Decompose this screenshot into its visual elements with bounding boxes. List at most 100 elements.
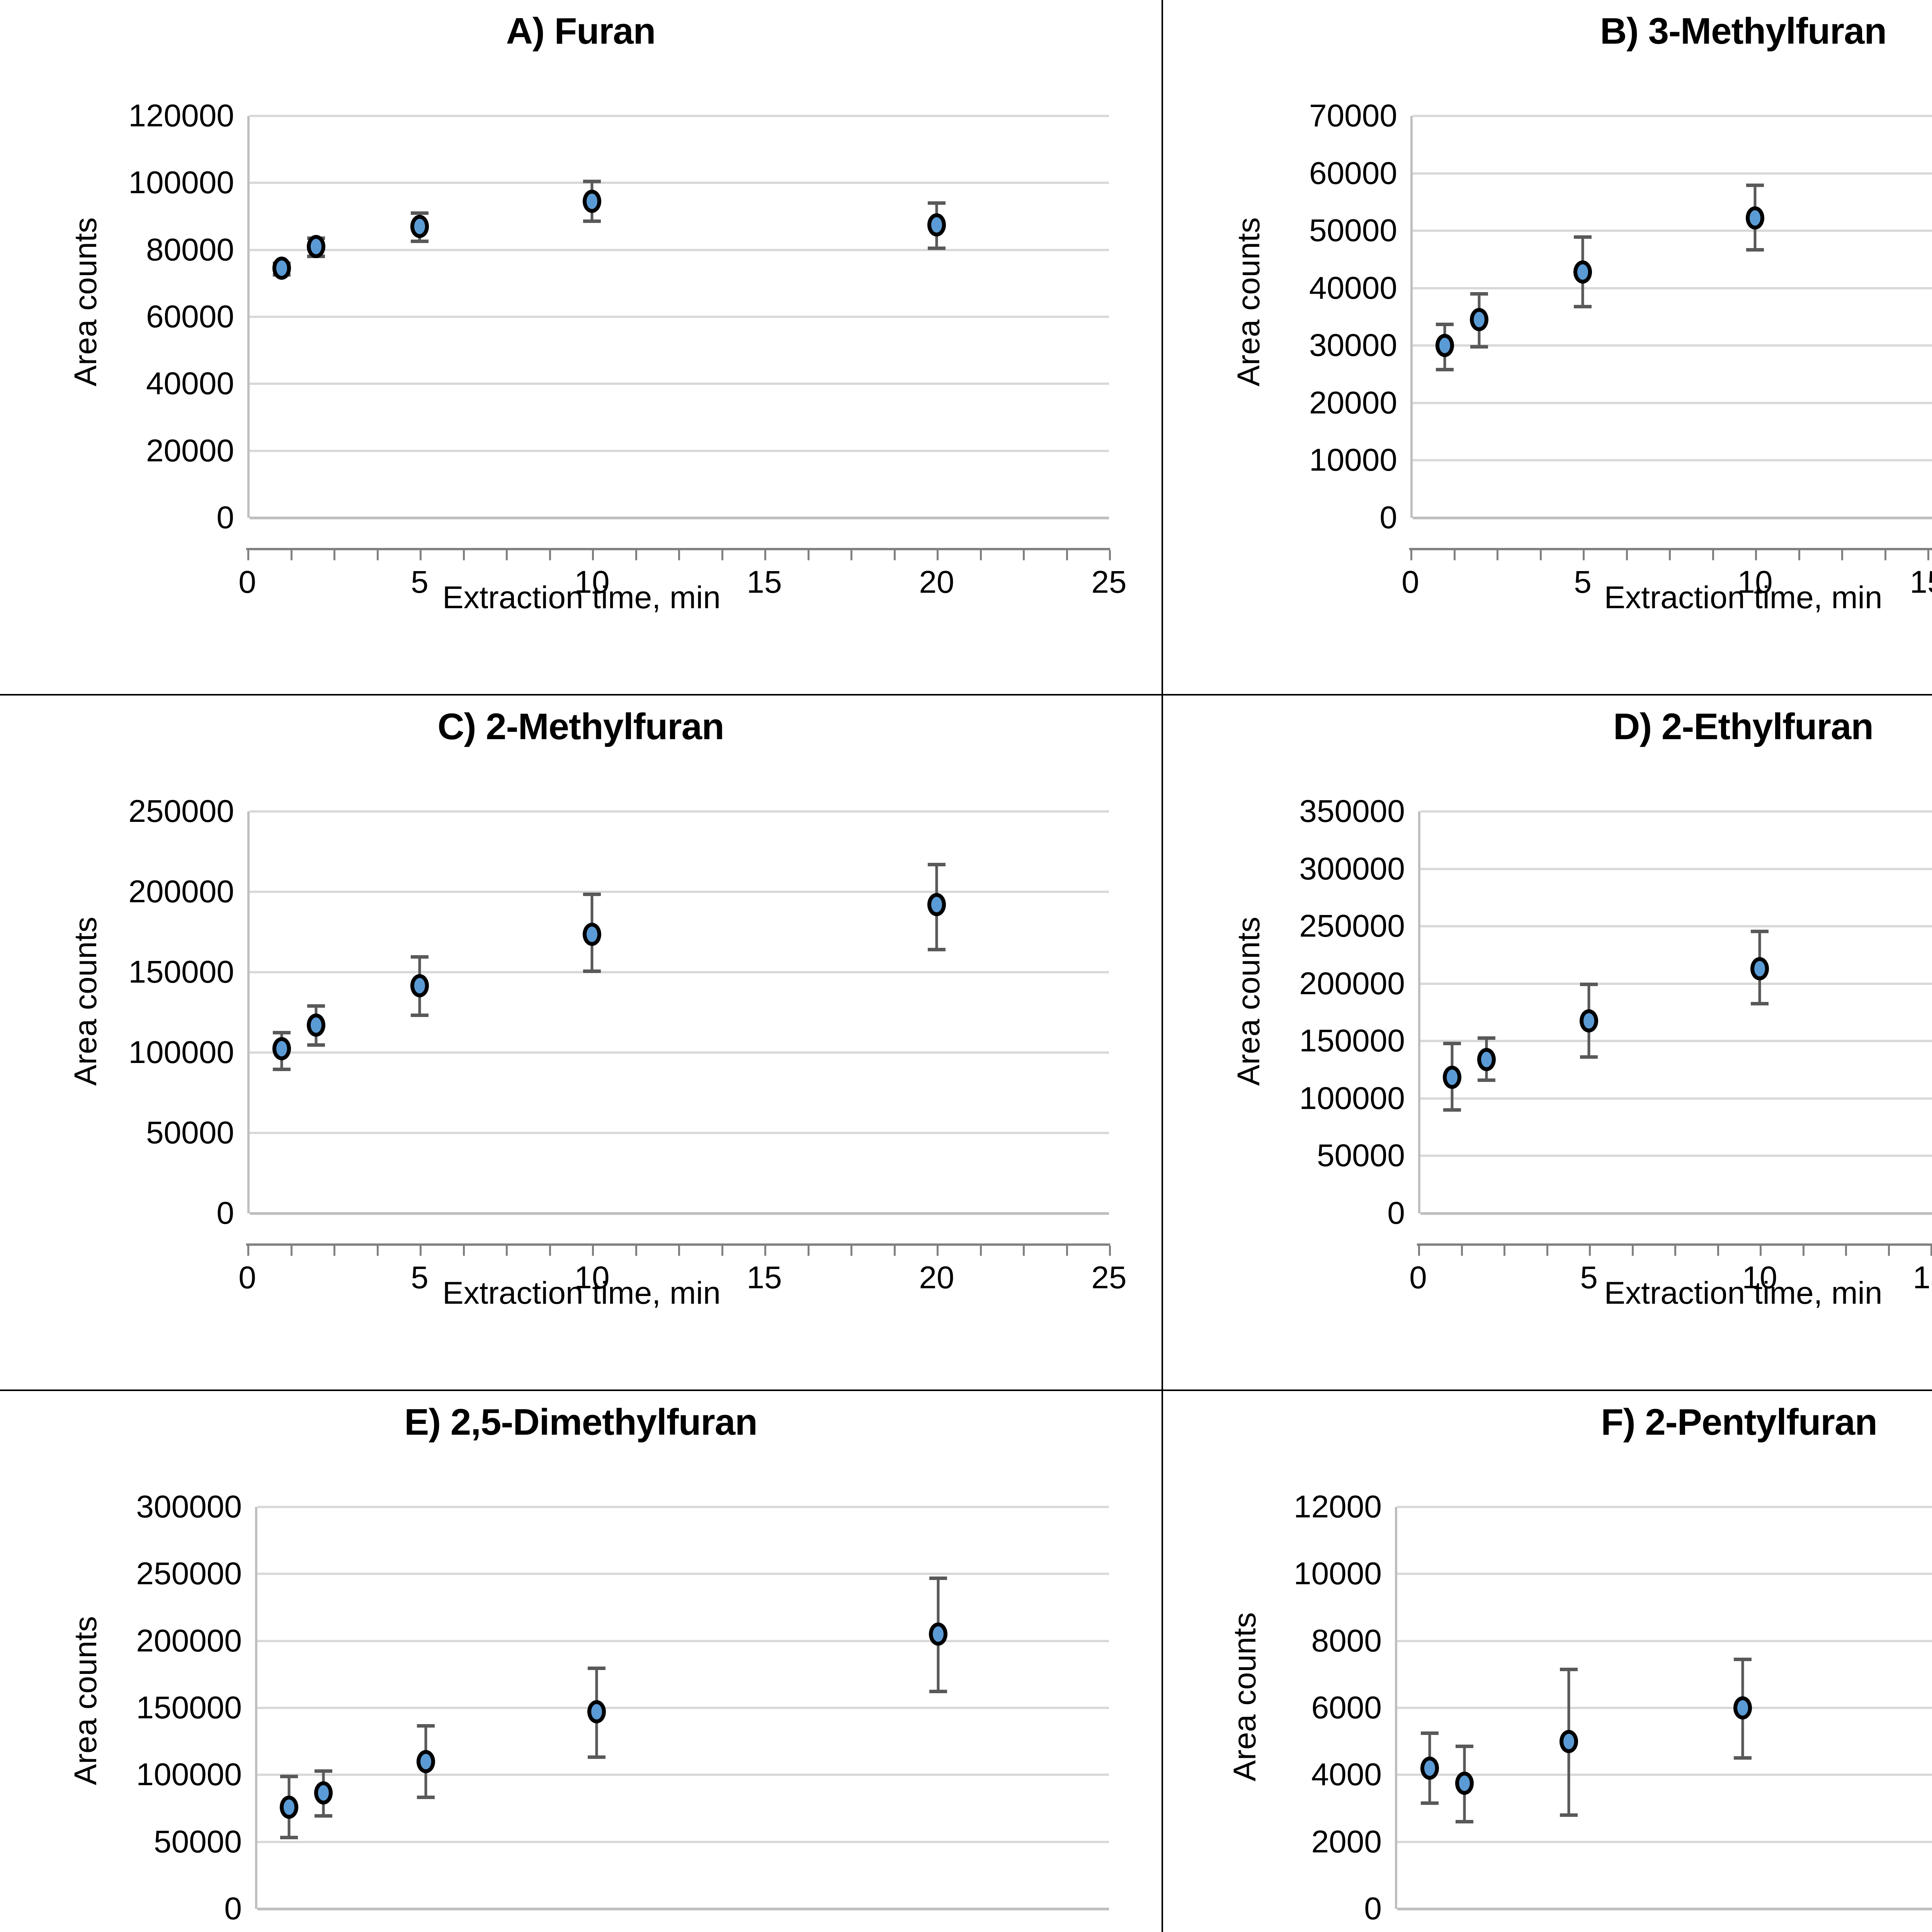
gridline — [257, 1506, 1109, 1508]
x-tick-mark — [1410, 550, 1412, 560]
x-tick-mark — [1927, 550, 1929, 560]
error-bar-cap — [928, 863, 946, 867]
error-bar-cap — [928, 246, 946, 250]
plot-area-e — [255, 1506, 1109, 1910]
gridline — [257, 1707, 1109, 1709]
x-axis-title-b: Extraction time, min — [1604, 580, 1883, 615]
x-tick-mark — [1453, 550, 1456, 560]
gridline — [1420, 867, 1932, 870]
x-tick-label: 20 — [919, 565, 954, 600]
x-tick-mark — [1546, 1246, 1548, 1256]
y-tick-label: 150000 — [128, 954, 234, 990]
x-tick-mark — [333, 1246, 335, 1256]
x-tick-mark — [1626, 550, 1628, 560]
data-point-marker — [929, 1622, 947, 1646]
gridline — [1397, 1573, 1932, 1575]
gridline — [250, 1132, 1109, 1134]
x-tick-mark — [980, 550, 982, 560]
panel-title-d: D) 2-Ethylfuran — [1613, 706, 1874, 747]
x-tick-mark — [1802, 1246, 1804, 1256]
gridline — [250, 182, 1109, 184]
y-axis-title-c: Area counts — [68, 917, 103, 1086]
gridline — [1420, 982, 1932, 985]
y-tick-label: 350000 — [1299, 794, 1405, 829]
x-tick-mark — [1930, 1246, 1932, 1256]
gridline — [250, 383, 1109, 385]
chart-panel-a: A) Furan 0 20000 40000 60000 80000 100000 12000… — [0, 0, 1163, 696]
error-bar-cap — [273, 1031, 291, 1034]
x-tick-mark — [592, 1246, 594, 1256]
x-tick-mark — [807, 1246, 810, 1256]
error-bar-cap — [1734, 1756, 1752, 1760]
y-tick-label: 60000 — [146, 299, 234, 334]
error-bar-cap — [314, 1769, 332, 1773]
x-tick-mark — [1109, 1246, 1111, 1256]
x-tick-mark — [376, 1246, 379, 1256]
x-tick-mark — [549, 1246, 551, 1256]
error-bar-cap — [1560, 1668, 1578, 1671]
data-point-marker — [1435, 334, 1454, 357]
x-tick-label: 0 — [1401, 565, 1419, 600]
chart-panel-d: D) 2-Ethylfuran 0 50000 100000 150000 200000 2… — [1163, 696, 1932, 1391]
gridline — [250, 1051, 1109, 1054]
x-tick-label: 0 — [238, 565, 256, 600]
x-tick-mark — [721, 550, 723, 560]
data-point-marker — [587, 1700, 606, 1724]
plot-wrap-b: 0 10000 20000 30000 40000 50000 60000 70000 0 5 10… — [1163, 0, 1932, 694]
y-tick-label: 250000 — [128, 794, 234, 829]
x-tick-mark — [463, 1246, 465, 1256]
error-bar-cap — [583, 893, 601, 896]
gridline — [1420, 1155, 1932, 1157]
x-tick-label: 10 — [574, 565, 610, 600]
y-tick-label: 0 — [1379, 500, 1397, 535]
data-point-marker — [1560, 1730, 1578, 1753]
data-point-marker — [410, 215, 429, 238]
plot-wrap-c: 0 50000 100000 150000 200000 250000 0 5 10 15 20 25… — [0, 696, 1162, 1389]
data-point-marker — [280, 1795, 299, 1819]
y-tick-label: 150000 — [1299, 1023, 1405, 1059]
panel-title-a: A) Furan — [506, 10, 656, 52]
x-tick-mark — [1712, 550, 1714, 560]
y-tick-label: 50000 — [1309, 213, 1397, 248]
y-axis-title-a: Area counts — [68, 217, 103, 386]
gridline — [250, 810, 1109, 813]
x-axis-title-d: Extraction time, min — [1604, 1276, 1883, 1311]
x-tick-mark — [1023, 1246, 1025, 1256]
error-bar-cap — [411, 240, 429, 243]
x-axis-line — [1409, 548, 1932, 550]
plot-wrap-d: 0 50000 100000 150000 200000 250000 300000 3500… — [1163, 696, 1932, 1389]
panel-title-b: B) 3-Methylfuran — [1600, 10, 1887, 52]
x-tick-label: 5 — [1580, 1260, 1598, 1295]
y-tick-label: 0 — [1364, 1891, 1382, 1926]
x-tick-label: 10 — [1737, 565, 1773, 600]
y-tick-label: 0 — [216, 500, 234, 535]
x-tick-mark — [1539, 550, 1542, 560]
error-bar-cap — [1746, 184, 1764, 187]
x-tick-mark — [937, 550, 939, 560]
error-bar-cap — [583, 969, 601, 973]
x-tick-label: 15 — [747, 1260, 782, 1295]
x-tick-mark — [678, 1246, 680, 1256]
error-bar-cap — [928, 201, 946, 205]
gridline — [1397, 1639, 1932, 1642]
gridline — [1420, 1212, 1932, 1215]
data-point-marker — [410, 974, 429, 998]
x-tick-label: 5 — [1574, 565, 1592, 600]
x-tick-mark — [1631, 1246, 1634, 1256]
y-tick-label: 20000 — [1309, 385, 1397, 420]
error-bar-cap — [307, 1043, 325, 1047]
x-tick-mark — [1066, 1246, 1068, 1256]
x-tick-mark — [247, 1246, 249, 1256]
gridline — [257, 1573, 1109, 1575]
y-tick-label: 60000 — [1309, 155, 1397, 191]
x-tick-label: 10 — [1742, 1260, 1777, 1295]
x-tick-mark — [635, 550, 637, 560]
x-tick-label: 0 — [238, 1260, 256, 1295]
plot-wrap-a: 0 20000 40000 60000 80000 100000 120000 0 5 10 15 2… — [0, 0, 1162, 694]
gridline — [1397, 1840, 1932, 1843]
chart-panel-c: C) 2-Methylfuran 0 50000 100000 150000 200000… — [0, 696, 1163, 1391]
error-bar-cap — [1560, 1813, 1578, 1817]
x-tick-mark — [1583, 550, 1585, 560]
x-tick-label: 20 — [919, 1260, 954, 1295]
